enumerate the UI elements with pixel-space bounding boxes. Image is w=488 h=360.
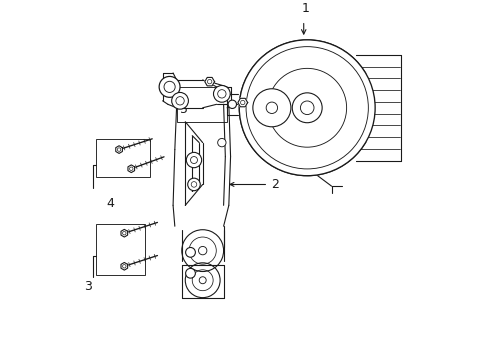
Text: 5: 5 <box>180 103 188 117</box>
Circle shape <box>228 100 236 108</box>
Circle shape <box>190 157 197 163</box>
Polygon shape <box>116 146 122 153</box>
Polygon shape <box>121 262 127 270</box>
Polygon shape <box>128 165 134 172</box>
Bar <box>96 139 150 177</box>
Circle shape <box>171 93 188 109</box>
Circle shape <box>186 152 201 168</box>
Circle shape <box>185 247 195 257</box>
Bar <box>96 225 145 275</box>
Circle shape <box>252 89 290 127</box>
Circle shape <box>213 85 230 102</box>
Circle shape <box>239 40 374 176</box>
Text: 2: 2 <box>270 178 278 191</box>
Circle shape <box>187 178 200 191</box>
Circle shape <box>198 247 206 255</box>
Circle shape <box>199 277 206 284</box>
Circle shape <box>292 93 322 123</box>
Text: 1: 1 <box>301 3 309 15</box>
Circle shape <box>300 101 313 114</box>
Text: 4: 4 <box>106 197 114 210</box>
Circle shape <box>159 76 180 97</box>
Circle shape <box>217 139 225 147</box>
Circle shape <box>217 90 225 98</box>
Circle shape <box>265 102 277 113</box>
Polygon shape <box>237 98 247 107</box>
Circle shape <box>191 182 196 187</box>
Polygon shape <box>121 229 127 237</box>
Polygon shape <box>204 77 214 86</box>
Circle shape <box>163 81 175 93</box>
Bar <box>176 87 226 122</box>
Text: 3: 3 <box>84 280 92 293</box>
Circle shape <box>185 269 195 278</box>
Circle shape <box>176 96 184 105</box>
Circle shape <box>267 68 346 147</box>
